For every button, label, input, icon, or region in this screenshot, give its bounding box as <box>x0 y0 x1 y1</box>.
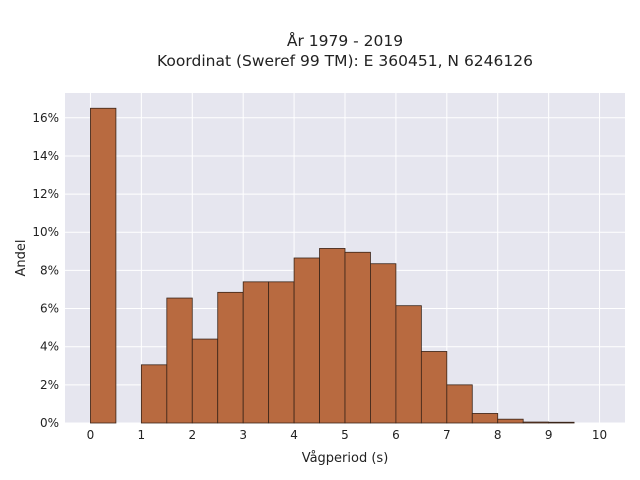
y-tick-label: 0% <box>40 416 59 430</box>
y-tick-label: 16% <box>32 111 59 125</box>
y-tick-label: 4% <box>40 340 59 354</box>
histogram-bar <box>522 421 550 424</box>
x-tick-label: 8 <box>494 428 502 442</box>
bars <box>90 107 575 424</box>
x-tick-label: 6 <box>392 428 400 442</box>
histogram-bar <box>191 338 219 424</box>
x-tick-label: 0 <box>87 428 95 442</box>
x-tick-label: 9 <box>545 428 553 442</box>
x-tick-label: 7 <box>443 428 451 442</box>
y-tick-label: 2% <box>40 378 59 392</box>
x-tick-label: 2 <box>188 428 196 442</box>
histogram-bar <box>293 257 320 424</box>
chart-title: År 1979 - 2019 <box>287 31 403 50</box>
histogram-bar <box>548 421 575 424</box>
y-axis-ticks: 0% 2% 4% 6% 8% 10% 12% 14% 16% <box>32 111 59 430</box>
histogram-bar <box>420 351 448 424</box>
histogram-bar <box>446 384 473 424</box>
histogram-bar <box>319 248 346 424</box>
y-tick-label: 8% <box>40 263 59 277</box>
histogram-bar <box>268 281 295 424</box>
y-tick-label: 10% <box>32 225 59 239</box>
histogram-bar <box>370 263 397 424</box>
x-axis-label: Vågperiod (s) <box>302 451 389 466</box>
chart-subtitle: Koordinat (Sweref 99 TM): E 360451, N 62… <box>157 52 533 70</box>
x-axis-ticks: 0 1 2 3 4 5 6 7 8 9 10 <box>87 428 608 442</box>
x-tick-label: 4 <box>290 428 298 442</box>
x-tick-label: 10 <box>592 428 607 442</box>
histogram-bar <box>344 251 371 424</box>
histogram-bar <box>471 413 499 424</box>
y-tick-label: 12% <box>32 187 59 201</box>
histogram-bar <box>90 107 117 424</box>
histogram-bar <box>217 291 244 424</box>
x-tick-label: 3 <box>239 428 247 442</box>
histogram-bar <box>166 297 193 424</box>
histogram-bar <box>242 281 270 424</box>
histogram-bar <box>140 364 168 424</box>
histogram-bar <box>395 305 422 424</box>
y-tick-label: 14% <box>32 149 59 163</box>
histogram-bar <box>497 418 524 424</box>
y-tick-label: 6% <box>40 302 59 316</box>
x-tick-label: 5 <box>341 428 349 442</box>
y-axis-label: Andel <box>14 240 29 277</box>
x-tick-label: 1 <box>138 428 146 442</box>
